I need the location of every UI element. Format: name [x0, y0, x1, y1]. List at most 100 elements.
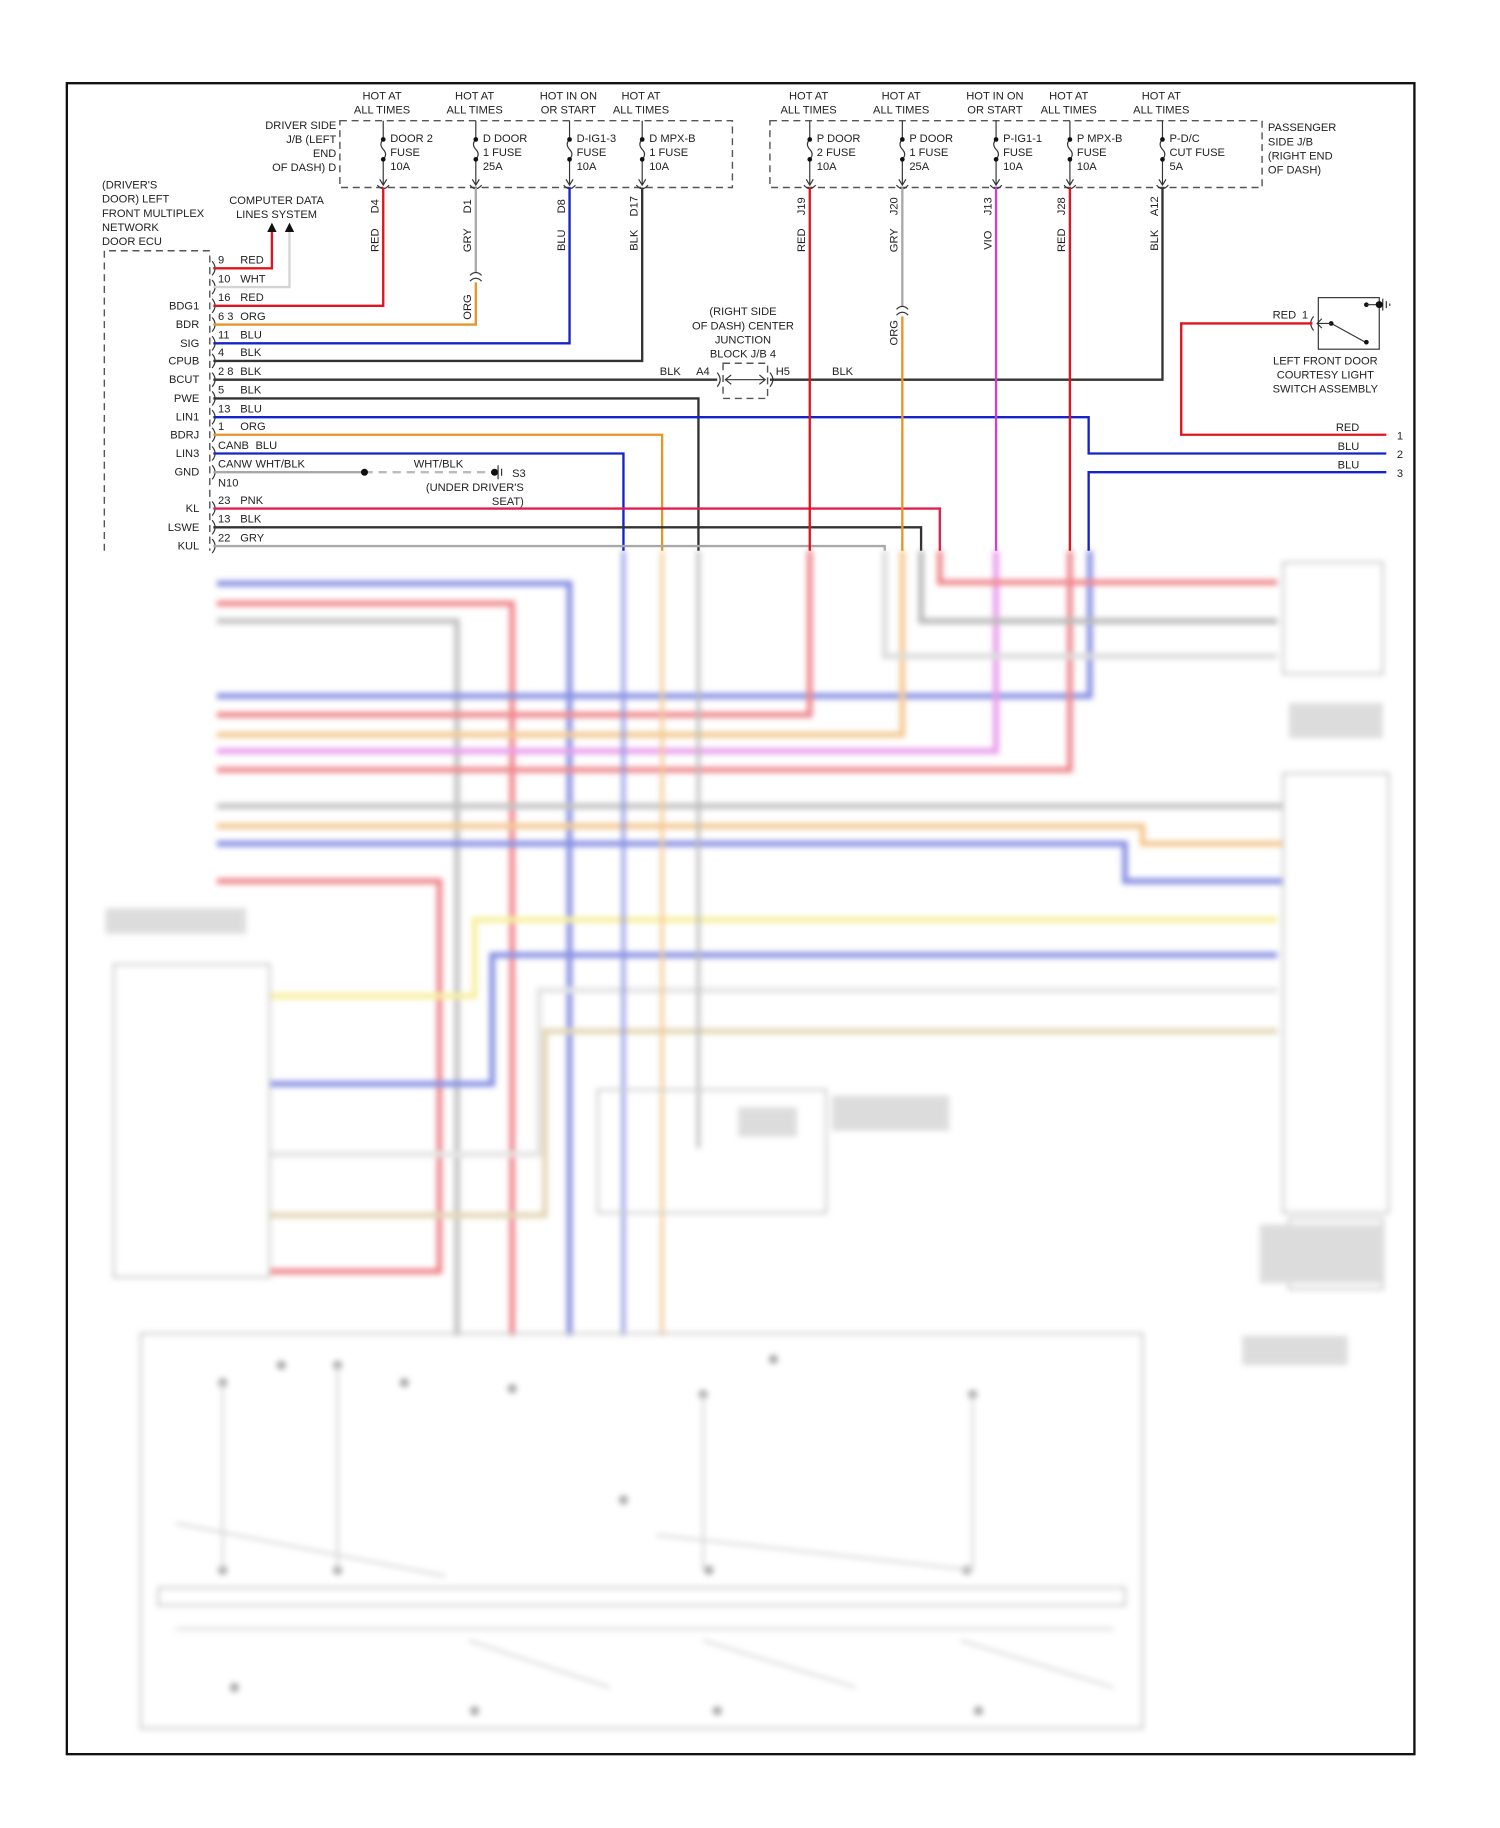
blurred-text-block: [832, 1095, 950, 1131]
pin-number: 1: [1302, 310, 1308, 322]
ecu-pin-number: 6 3: [218, 311, 233, 323]
blurred-wire: [269, 952, 1278, 1087]
blurred-component-box: [157, 1586, 1127, 1607]
terminal-label: D8: [556, 199, 568, 213]
ecu-signal-name: BCUT: [169, 374, 199, 386]
fuse-terminal-dot: [807, 137, 813, 142]
blurred-component-box: [1281, 772, 1390, 1214]
fuse-lead: [805, 120, 814, 187]
terminal-label: J28: [1056, 197, 1068, 215]
fuse-terminal-dot: [807, 157, 813, 162]
blurred-terminal-dot: [276, 1360, 286, 1370]
wire-wht-10: [213, 232, 291, 289]
fuse-hot-label: HOT AT: [621, 91, 660, 103]
blurred-wire: [269, 1028, 1278, 1219]
fuse-name: 25A: [483, 161, 503, 173]
ecu-pin-wire-color: BLK: [240, 514, 262, 526]
passenger-jb-label: SIDE J/B: [1268, 136, 1313, 148]
jb4-label: JUNCTION: [715, 334, 771, 346]
fuse-hot-label: HOT IN ON: [540, 91, 597, 103]
pin-number: 3: [1397, 468, 1403, 480]
fuse-name: 10A: [817, 161, 837, 173]
fuse-terminal-dot: [567, 157, 572, 162]
terminal-label: H5: [776, 366, 790, 378]
fuse-name: 1 FUSE: [649, 147, 688, 159]
jb4-label: BLOCK J/B 4: [710, 348, 776, 360]
wire-color-label: VIO: [982, 230, 994, 250]
fuse-name: FUSE: [577, 147, 607, 159]
blurred-wire: [216, 550, 1093, 699]
fuse-terminal-dot: [1160, 157, 1165, 162]
fuse-hot-label: ALL TIMES: [446, 105, 502, 117]
ecu-pin-number: 13: [218, 403, 230, 415]
blurred-text-block: [1242, 1335, 1348, 1366]
fuse-terminal-dot: [993, 157, 999, 162]
fuse-terminal-dot: [899, 157, 905, 162]
fuse-lead: [471, 120, 480, 187]
fuse-name: FUSE: [390, 147, 420, 159]
blurred-text-block: [105, 908, 247, 934]
fuse-name: 10A: [1077, 161, 1097, 173]
jb4-label: OF DASH) CENTER: [692, 320, 794, 332]
blurred-wire: [216, 580, 573, 1336]
computer-data-label: LINES SYSTEM: [236, 209, 317, 221]
ecu-pin-number: 1: [218, 421, 224, 433]
diagram-frame: [65, 82, 1416, 1756]
pin-connector-icon: [716, 372, 721, 388]
fuse-hot-label: OR START: [541, 105, 596, 117]
fuse-lead: [638, 120, 647, 187]
ecu-signal-name: LIN1: [176, 412, 200, 424]
wire-color-label: BLU: [556, 229, 568, 251]
courtesy-switch-label: SWITCH ASSEMBLY: [1273, 384, 1379, 396]
blurred-component-box: [1281, 561, 1384, 675]
switch-dot: [1364, 302, 1369, 308]
ground-location-label: (UNDER DRIVER'S: [426, 482, 524, 494]
blurred-lower-diagram: [105, 550, 1390, 1730]
blurred-component-box: [112, 963, 271, 1279]
passenger-jb-label: PASSENGER: [1268, 122, 1336, 134]
fuse-lead: [379, 120, 388, 187]
fuse-hot-label: ALL TIMES: [1041, 105, 1097, 117]
wire-org-d1: [213, 282, 477, 326]
pin-number: 1: [1397, 430, 1403, 442]
wire-color-label: RED: [370, 228, 382, 252]
fuse-name: P DOOR: [817, 133, 861, 145]
courtesy-switch-label: COURTESY LIGHT: [1277, 369, 1374, 381]
fuse-terminal-dot: [380, 157, 386, 162]
fuse-terminal-dot: [567, 137, 572, 142]
fuse-terminal-dot: [639, 137, 645, 142]
ecu-signal-name: PWE: [174, 393, 199, 405]
fuse-hot-label: OR START: [967, 105, 1022, 117]
blurred-wire: [216, 840, 1284, 885]
ecu-pin-number: CANB: [218, 440, 249, 452]
terminal-label: J19: [796, 197, 808, 215]
ecu-pin-wire-color: GRY: [240, 532, 264, 544]
switch-dot: [1364, 339, 1369, 345]
blurred-text-block: [1259, 1224, 1383, 1284]
fuse-name: 25A: [909, 161, 929, 173]
ecu-box: [103, 250, 211, 551]
wire-blu-pin3: [1087, 471, 1387, 551]
fuse-icon: [993, 139, 1000, 160]
switch-contact-icon: [1330, 322, 1366, 343]
fuse-name: P MPX-B: [1077, 133, 1123, 145]
ecu-pin-wire-color: BLK: [240, 347, 262, 359]
ecu-pin-number: 9: [218, 255, 224, 267]
ecu-pin-number: 2 8: [218, 366, 233, 378]
fuse-terminal-dot: [899, 137, 905, 142]
ecu-pin-number: 23: [218, 495, 230, 507]
blurred-wire: [881, 550, 1278, 660]
ecu-signal-name: CPUB: [168, 355, 199, 367]
wire-blu-lin3: [213, 452, 625, 551]
arrow-icon: [1316, 318, 1332, 329]
terminal-label: D1: [462, 199, 474, 213]
ecu-pin-wire-color: RED: [240, 292, 264, 304]
wire-color-label: BLK: [629, 229, 641, 251]
fuse-name: 10A: [390, 161, 410, 173]
ecu-signal-name: BDR: [176, 319, 200, 331]
blurred-wire: [918, 550, 1278, 624]
ecu-pin-wire-color: WHT/BLK: [256, 459, 306, 471]
splice-connector-icon: [469, 271, 483, 282]
